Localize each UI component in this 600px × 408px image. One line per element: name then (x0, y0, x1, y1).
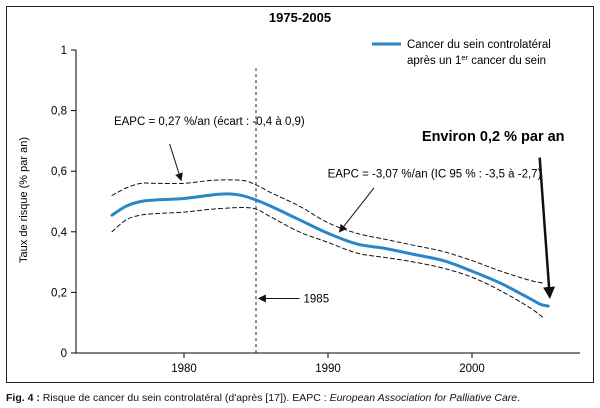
y-ticks: 0 0,2 0,4 0,6 0,8 1 (51, 45, 76, 360)
legend-label-line2: après un 1er cancer du sein (407, 53, 546, 67)
series-upper-bound-line (111, 179, 545, 284)
series-lower-bound-line (111, 207, 545, 319)
x-tick-label: 1980 (171, 363, 197, 375)
y-tick-label: 0,4 (51, 227, 68, 239)
legend-line2-sup: er (461, 53, 468, 62)
annotations: EAPC = 0,27 %/an (écart : -0,4 à 0,9) EAP… (114, 116, 565, 306)
caption-end: . (517, 392, 521, 404)
annotation-arrow (538, 157, 556, 299)
y-tick-label: 0,8 (51, 106, 67, 118)
legend-label-line1: Cancer du sein controlatéral (407, 39, 551, 51)
y-tick-label: 0,6 (51, 166, 67, 178)
legend-line2-suffix: cancer du sein (468, 55, 546, 67)
y-tick-label: 1 (61, 45, 67, 57)
annotation-arrow (338, 187, 375, 233)
y-tick-label: 0,2 (51, 287, 67, 299)
y-tick-label: 0 (61, 348, 67, 360)
figure-caption: Fig. 4 : Risque de cancer du sein contro… (6, 392, 598, 405)
annotation-eapc-1985-2005: EAPC = -3,07 %/an (IC 95 % : -3,5 à -2,7… (328, 168, 542, 180)
legend: Cancer du sein controlatéral après un 1e… (372, 39, 551, 67)
annotation-eapc-1975-1985: EAPC = 0,27 %/an (écart : -0,4 à 0,9) (114, 116, 305, 128)
y-axis-label: Taux de risque (% par an) (18, 137, 30, 263)
x-tick-label: 1990 (315, 363, 341, 375)
series-main-line (110, 192, 550, 308)
caption-label: Fig. 4 : (6, 392, 40, 404)
series-lines (110, 179, 550, 319)
legend-line2-prefix: après un 1 (407, 55, 461, 67)
x-tick-label: 2000 (459, 363, 485, 375)
figure-frame (6, 6, 594, 383)
annotation-1985: 1985 (304, 293, 330, 305)
chart-title: 1975-2005 (269, 10, 331, 25)
annotation-environ-0-2: Environ 0,2 % par an (422, 129, 565, 145)
annotation-arrow (169, 143, 183, 182)
caption-text: Risque de cancer du sein controlatéral (… (39, 392, 330, 404)
caption-italic: European Association for Palliative Care (329, 392, 518, 404)
x-ticks: 1980 1990 2000 (171, 353, 485, 375)
